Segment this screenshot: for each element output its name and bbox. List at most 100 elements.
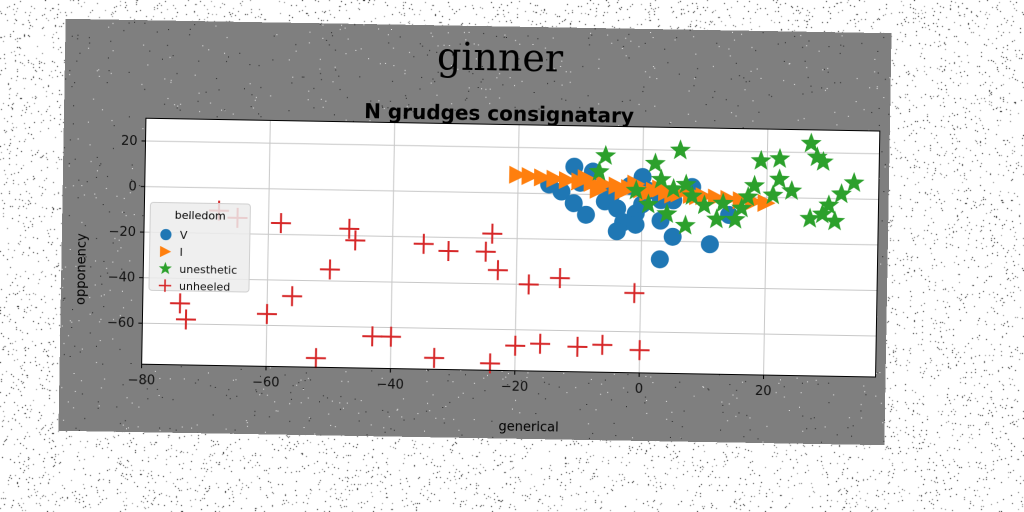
noise-dot bbox=[339, 89, 341, 91]
noise-dot bbox=[615, 435, 617, 437]
data-point bbox=[762, 184, 784, 205]
noise-dot bbox=[402, 398, 404, 400]
noise-dot bbox=[861, 42, 863, 44]
noise-dot bbox=[332, 81, 334, 83]
noise-dot bbox=[123, 211, 125, 213]
noise-dot bbox=[205, 91, 207, 93]
noise-dot bbox=[397, 408, 399, 410]
noise-dot bbox=[810, 85, 812, 87]
noise-dot bbox=[521, 80, 523, 82]
noise-dot bbox=[798, 406, 800, 408]
y-tick-label: 20 bbox=[121, 134, 138, 149]
noise-dot bbox=[466, 97, 468, 99]
noise-dot bbox=[833, 394, 835, 396]
noise-dot bbox=[80, 274, 82, 276]
noise-dot bbox=[665, 400, 667, 402]
noise-dot bbox=[291, 82, 293, 84]
noise-dot bbox=[485, 96, 487, 98]
noise-dot bbox=[437, 45, 439, 47]
noise-dot bbox=[750, 70, 752, 72]
noise-dot bbox=[502, 378, 504, 380]
noise-dot bbox=[451, 103, 453, 105]
noise-dot bbox=[68, 335, 70, 337]
noise-dot bbox=[225, 428, 227, 430]
noise-dot bbox=[483, 33, 485, 35]
noise-dot bbox=[274, 401, 276, 403]
noise-dot bbox=[81, 221, 83, 223]
data-point bbox=[567, 336, 588, 357]
noise-dot bbox=[813, 417, 815, 419]
noise-dot bbox=[146, 388, 148, 390]
noise-dot bbox=[369, 120, 371, 122]
noise-dot bbox=[167, 98, 169, 100]
data-point bbox=[830, 183, 852, 204]
noise-dot bbox=[401, 416, 403, 418]
noise-dot bbox=[142, 215, 144, 217]
noise-dot bbox=[307, 99, 309, 101]
data-point bbox=[799, 207, 821, 228]
noise-dot bbox=[255, 96, 257, 98]
y-tick-label: −40 bbox=[108, 270, 136, 285]
noise-dot bbox=[511, 408, 513, 410]
noise-dot bbox=[434, 81, 436, 83]
noise-dot bbox=[716, 42, 718, 44]
noise-dot bbox=[67, 401, 69, 403]
noise-dot bbox=[452, 381, 454, 383]
noise-dot bbox=[108, 211, 111, 213]
noise-dot bbox=[69, 355, 71, 357]
noise-dot bbox=[73, 105, 75, 107]
noise-dot bbox=[707, 388, 709, 390]
noise-dot bbox=[632, 437, 634, 439]
data-point bbox=[769, 147, 791, 168]
noise-dot bbox=[363, 24, 365, 26]
y-grid-line bbox=[145, 140, 880, 155]
noise-dot bbox=[288, 59, 290, 61]
noise-dot bbox=[679, 381, 681, 383]
noise-dot bbox=[214, 386, 216, 388]
noise-dot bbox=[468, 90, 470, 92]
noise-dot bbox=[828, 382, 830, 384]
noise-dot bbox=[444, 76, 446, 78]
axis-ticks: −80 −60 −40 −20 0 20 20 0 −20 −40 −60 bbox=[107, 134, 772, 400]
noise-dot bbox=[650, 376, 652, 378]
noise-dot bbox=[473, 43, 475, 45]
noise-dot bbox=[346, 97, 348, 99]
noise-dot bbox=[123, 307, 125, 309]
noise-dot bbox=[519, 412, 521, 414]
noise-dot bbox=[134, 21, 136, 23]
noise-dot bbox=[437, 71, 439, 73]
noise-dot bbox=[598, 67, 600, 69]
noise-dot bbox=[484, 390, 486, 392]
noise-dot bbox=[676, 37, 678, 39]
noise-dot bbox=[628, 33, 630, 35]
noise-dot bbox=[80, 380, 82, 382]
noise-dot bbox=[741, 33, 743, 35]
noise-dot bbox=[465, 39, 467, 41]
noise-dot bbox=[871, 111, 873, 114]
noise-dot bbox=[71, 86, 73, 88]
noise-dot bbox=[175, 429, 177, 431]
data-point bbox=[521, 167, 540, 186]
data-point bbox=[505, 335, 526, 356]
noise-dot bbox=[594, 28, 596, 30]
noise-dot bbox=[388, 42, 390, 44]
noise-dot bbox=[547, 83, 549, 85]
noise-dot bbox=[325, 100, 327, 102]
noise-dot bbox=[313, 87, 315, 89]
noise-dot bbox=[255, 389, 257, 391]
noise-dot bbox=[90, 160, 92, 162]
noise-dot bbox=[656, 78, 658, 80]
noise-dot bbox=[176, 107, 178, 109]
noise-dot bbox=[84, 418, 86, 420]
noise-dot bbox=[64, 297, 66, 299]
noise-dot bbox=[806, 45, 808, 47]
noise-dot bbox=[273, 35, 275, 37]
noise-dot bbox=[625, 37, 627, 39]
noise-dot bbox=[154, 370, 156, 372]
noise-dot bbox=[111, 120, 113, 122]
noise-dot bbox=[146, 380, 148, 382]
noise-dot bbox=[613, 422, 615, 424]
noise-dot bbox=[458, 429, 460, 431]
noise-dot bbox=[827, 71, 829, 73]
